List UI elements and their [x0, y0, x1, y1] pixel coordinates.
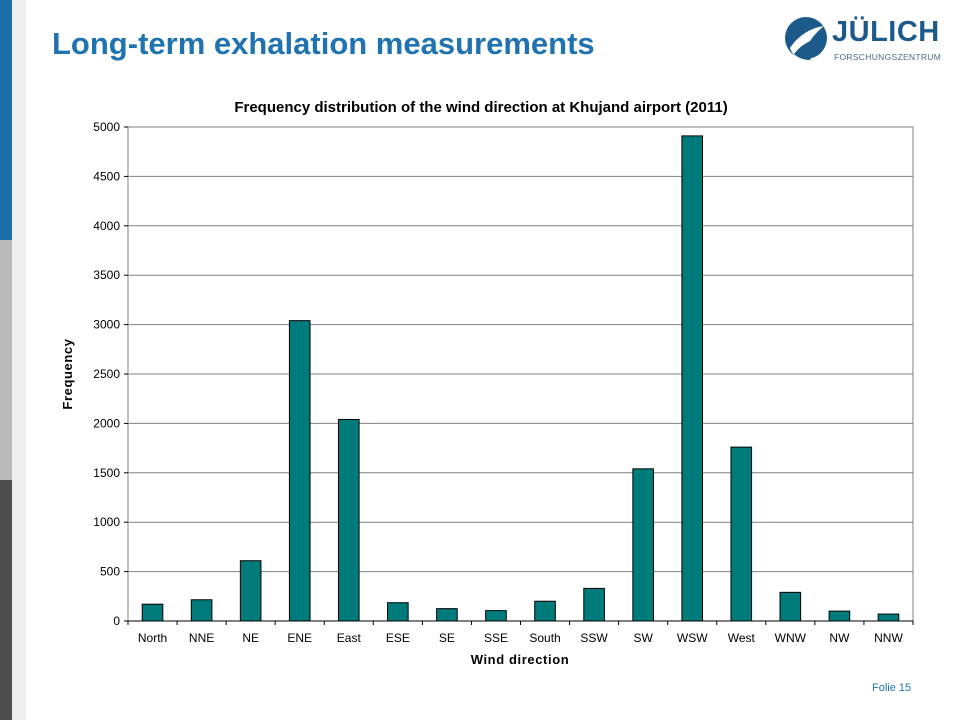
x-tick-label: SSE [484, 631, 508, 645]
bar-ene [288, 320, 311, 622]
slide-title: Long-term exhalation measurements [52, 26, 595, 61]
y-tick-label: 5000 [93, 120, 120, 134]
bar-se [436, 608, 458, 622]
logo-subtitle: FORSCHUNGSZENTRUM [834, 52, 942, 62]
x-tick-label: ENE [287, 631, 312, 645]
sidebar-accent-gray [0, 240, 26, 480]
x-tick-label: ESE [386, 631, 410, 645]
y-tick-label: 2500 [93, 367, 120, 381]
slide-number: Folie 15 [872, 682, 912, 694]
bar-north [141, 603, 164, 622]
bar-sse [485, 610, 507, 622]
x-tick-label: West [728, 631, 756, 645]
y-tick-label: 2000 [93, 416, 120, 430]
x-tick-label: North [138, 631, 167, 645]
bar-ese [387, 602, 409, 622]
y-tick-label: 1000 [93, 515, 120, 529]
x-tick-label: South [529, 631, 560, 645]
y-tick-label: 1500 [93, 466, 120, 480]
bar-east [337, 418, 360, 622]
x-tick-label: SE [439, 631, 455, 645]
sidebar-accent-dark [0, 480, 26, 720]
y-tick-label: 3000 [93, 318, 120, 332]
x-tick-label: WNW [775, 631, 807, 645]
bar-wsw [681, 135, 704, 622]
x-tick-label: NNE [189, 631, 214, 645]
x-tick-label: NW [829, 631, 850, 645]
x-axis-label: Wind direction [471, 652, 570, 667]
y-tick-label: 4500 [93, 169, 120, 183]
x-tick-label: SSW [580, 631, 608, 645]
x-tick-label: SW [633, 631, 653, 645]
gridlines [128, 126, 913, 573]
bar-west [730, 446, 753, 622]
bar-south [534, 600, 556, 622]
bar-ssw [583, 587, 605, 622]
x-axis-ticks: North NNE NE ENE East ESE SE SSE South SSW SW WSW We… [127, 620, 914, 645]
juelich-logo-icon [785, 17, 827, 60]
y-axis-ticks: 0 500 1000 1500 2000 2500 3000 3500 4000 4500 5000 [93, 120, 128, 628]
x-tick-label: NNW [874, 631, 903, 645]
bar-ne [239, 560, 262, 622]
sidebar-accent-blue [0, 0, 26, 240]
chart-title: Frequency distribution of the wind direc… [234, 99, 727, 116]
bar-nw [828, 610, 851, 622]
y-tick-label: 500 [100, 565, 120, 579]
y-axis-label: Frequency [60, 338, 75, 409]
bar-series [141, 135, 900, 622]
logo-wordmark: JÜLICH [832, 16, 940, 48]
bar-nnw [877, 613, 900, 622]
x-tick-label: NE [242, 631, 259, 645]
juelich-logo: JÜLICH FORSCHUNGSZENTRUM [784, 14, 944, 66]
y-tick-label: 3500 [93, 268, 120, 282]
x-tick-label: East [337, 631, 362, 645]
x-tick-label: WSW [677, 631, 708, 645]
y-tick-label: 0 [113, 614, 120, 628]
y-tick-label: 4000 [93, 219, 120, 233]
bar-nne [190, 599, 213, 622]
bar-wnw [779, 591, 802, 622]
bar-sw [632, 468, 654, 622]
